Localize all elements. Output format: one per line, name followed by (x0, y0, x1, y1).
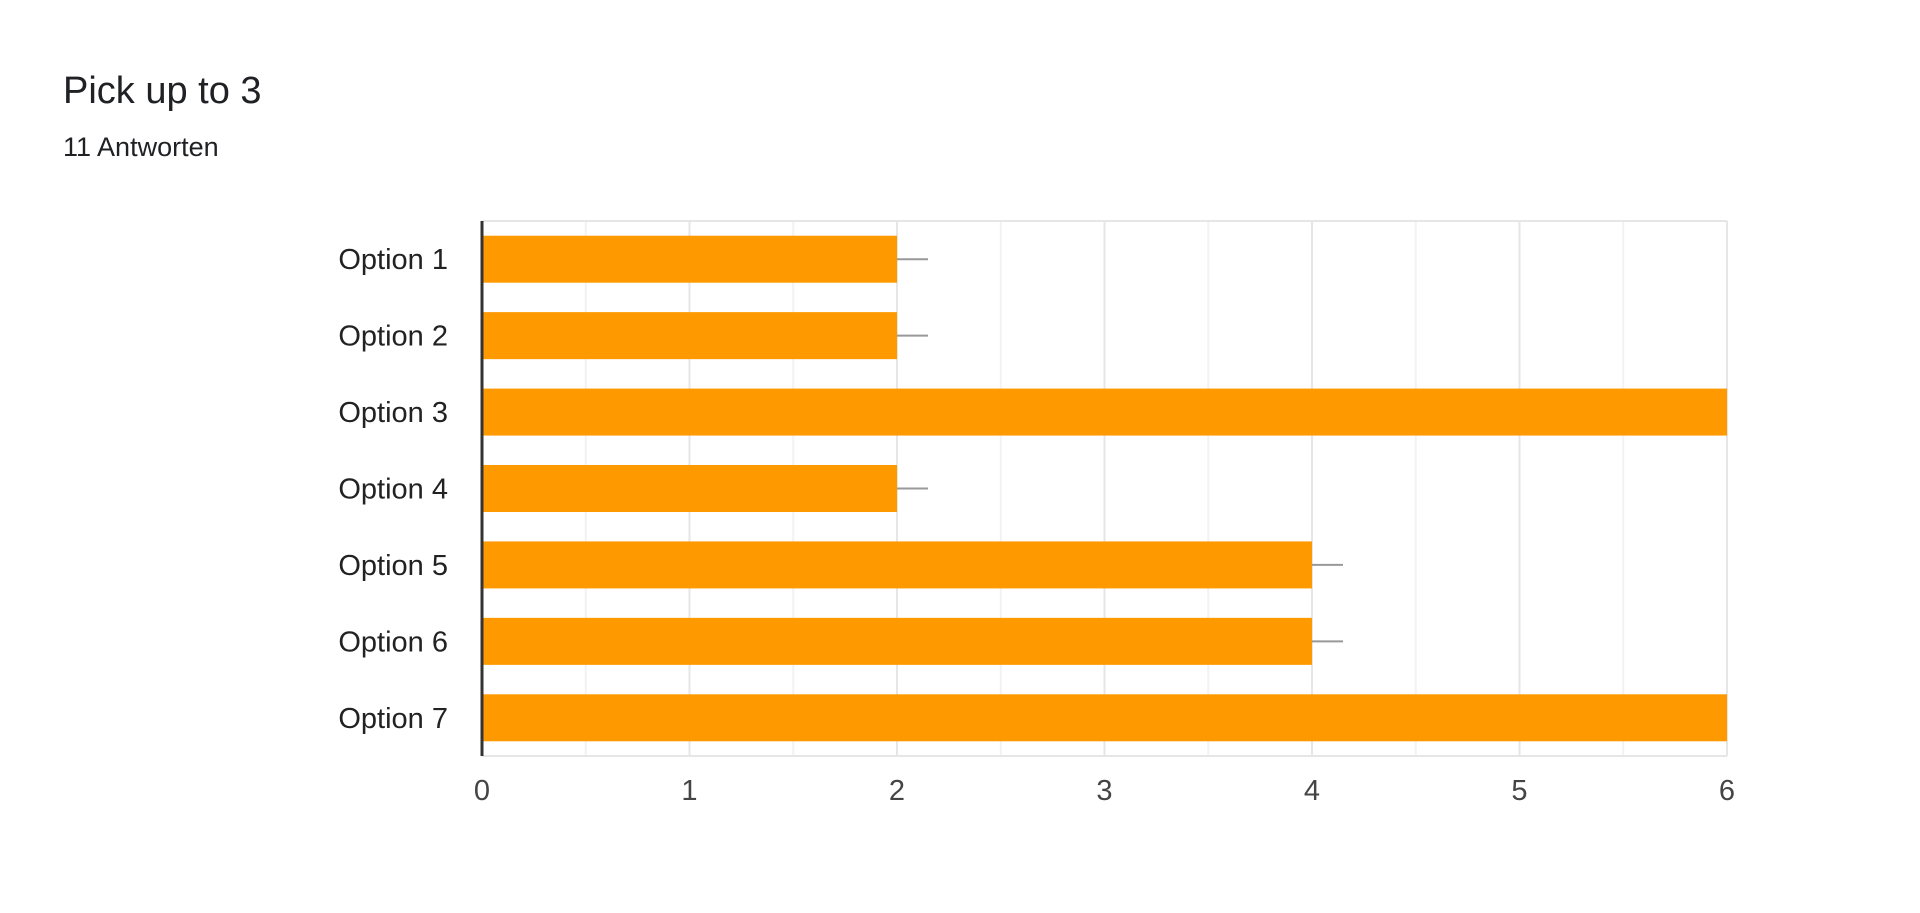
bar-option-7[interactable] (482, 694, 1727, 742)
bar-option-2[interactable] (482, 312, 897, 360)
category-label: Option 7 (338, 703, 448, 735)
x-tick-label: 1 (681, 775, 697, 807)
bar-option-5[interactable] (482, 541, 1312, 589)
category-label: Option 6 (338, 626, 448, 658)
x-tick-label: 0 (474, 775, 490, 807)
bar-option-3[interactable] (482, 388, 1727, 436)
bar-option-6[interactable] (482, 617, 1312, 665)
labels: Option 1 Option 2 Option 3 Option 4 Option 5… (338, 244, 1735, 807)
x-tick-label: 4 (1304, 775, 1320, 807)
x-tick-label: 6 (1719, 775, 1735, 807)
bar-option-1[interactable] (482, 235, 897, 283)
x-tick-label: 2 (889, 775, 905, 807)
category-label: Option 4 (338, 474, 448, 506)
x-tick-label: 3 (1096, 775, 1112, 807)
bars (482, 235, 1727, 742)
category-label: Option 1 (338, 244, 448, 276)
response-count: 11 Antworten (63, 132, 219, 162)
category-label: Option 2 (338, 321, 448, 353)
bar-option-4[interactable] (482, 465, 897, 512)
x-tick-label: 5 (1511, 775, 1527, 807)
category-label: Option 5 (338, 550, 448, 582)
chart-title: Pick up to 3 (63, 70, 262, 112)
category-label: Option 3 (338, 397, 448, 429)
